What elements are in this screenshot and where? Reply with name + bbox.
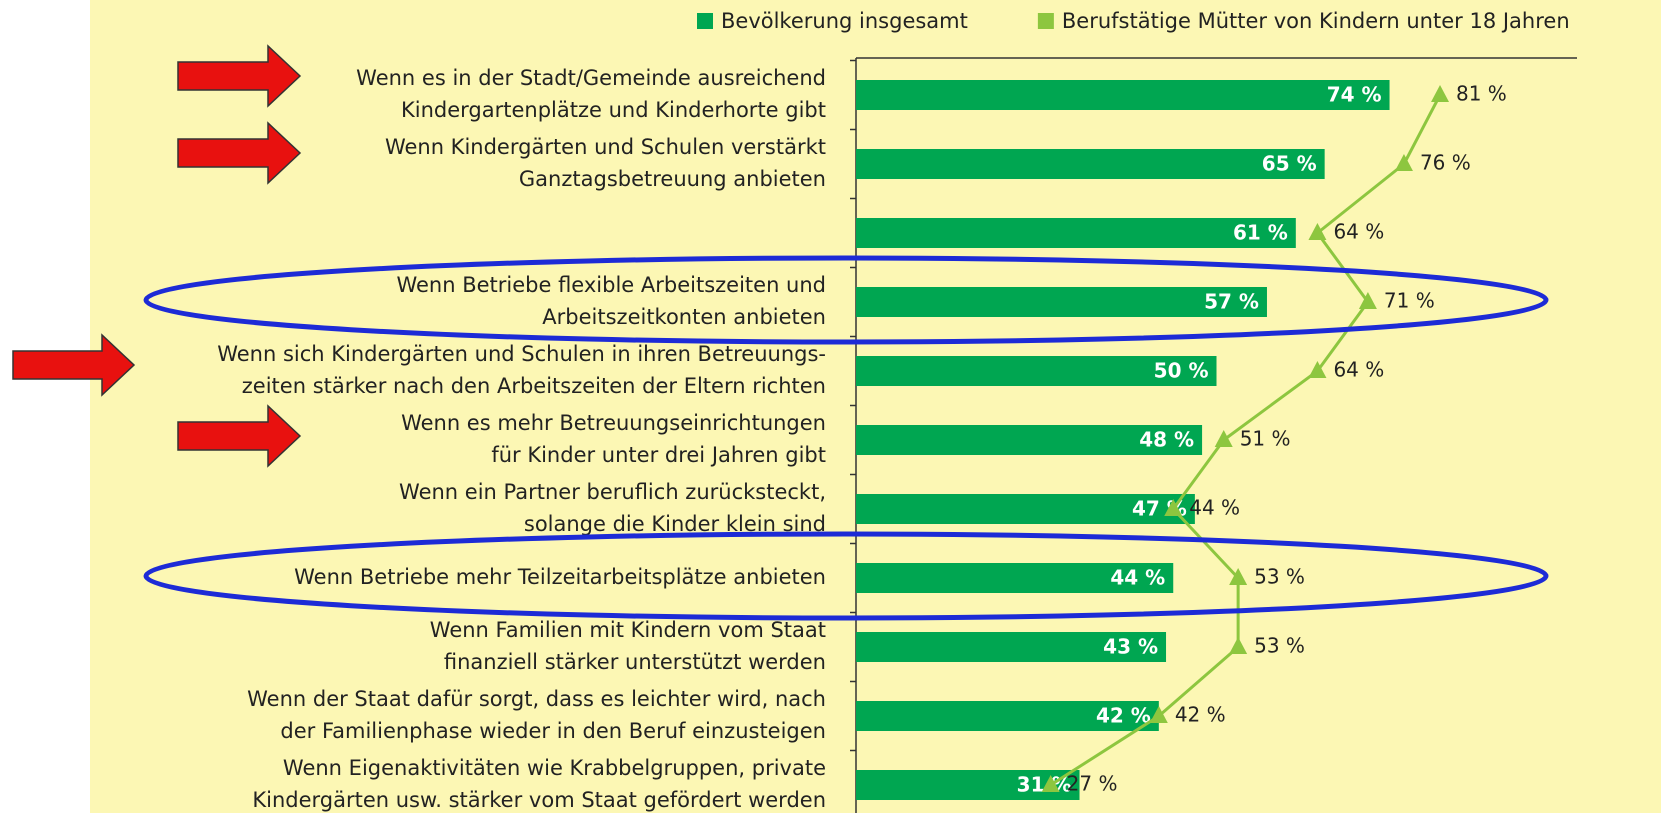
background: [90, 0, 1661, 813]
category-label: Wenn Familien mit Kindern vom Staat: [430, 618, 826, 642]
bar-value-label: 44 %: [1110, 566, 1165, 590]
bar: [856, 149, 1325, 179]
line-value-label: 53 %: [1254, 565, 1305, 589]
category-label: Wenn Eigenaktivitäten wie Krabbelgruppen…: [283, 756, 826, 780]
line-marker: [1229, 637, 1248, 654]
bar: [856, 632, 1167, 662]
bar-value-label: 42 %: [1096, 704, 1151, 728]
bar: [856, 494, 1195, 524]
bar: [856, 356, 1217, 386]
line-marker: [1308, 361, 1327, 378]
bar-value-label: 50 %: [1154, 359, 1209, 383]
line-value-label: 81 %: [1456, 82, 1507, 106]
category-label: zeiten stärker nach den Arbeitszeiten de…: [242, 374, 826, 398]
bar-value-label: 43 %: [1103, 635, 1158, 659]
legend-label: Bevölkerung insgesamt: [721, 9, 968, 33]
line-marker: [1229, 568, 1248, 585]
line-value-label: 51 %: [1240, 427, 1291, 451]
line-marker: [1358, 292, 1377, 309]
category-label: Wenn ein Partner beruflich zurücksteckt,: [399, 480, 826, 504]
line-value-label: 42 %: [1175, 703, 1226, 727]
line-value-label: 71 %: [1384, 289, 1435, 313]
category-label: Wenn Betriebe mehr Teilzeitarbeitsplätze…: [294, 565, 826, 589]
category-label: Ganztagsbetreuung anbieten: [519, 167, 826, 191]
red-arrow: [177, 44, 302, 108]
red-arrow: [12, 333, 136, 397]
line-marker: [1164, 499, 1183, 516]
category-label: Wenn sich Kindergärten und Schulen in ih…: [217, 342, 826, 366]
line-marker: [1394, 154, 1413, 171]
category-label: für Kinder unter drei Jahren gibt: [491, 443, 826, 467]
bar-value-label: 65 %: [1262, 152, 1317, 176]
category-label: Wenn der Staat dafür sorgt, dass es leic…: [247, 687, 826, 711]
category-label: Wenn es mehr Betreuungseinrichtungen: [401, 411, 826, 435]
category-label: der Familienphase wieder in den Beruf ei…: [280, 719, 826, 743]
red-arrow: [177, 121, 302, 185]
line-value-label: 64 %: [1333, 220, 1384, 244]
category-label: Wenn Betriebe flexible Arbeitszeiten und: [396, 273, 826, 297]
category-label: Kindergartenplätze und Kinderhorte gibt: [401, 98, 826, 122]
category-label: Arbeitszeitkonten anbieten: [542, 305, 826, 329]
bar-value-label: 61 %: [1233, 221, 1288, 245]
category-label: finanziell stärker unterstützt werden: [444, 650, 826, 674]
legend-swatch: [697, 13, 713, 29]
legend-label: Berufstätige Mütter von Kindern unter 18…: [1062, 9, 1570, 33]
category-label: Wenn Kindergärten und Schulen verstärkt: [385, 135, 826, 159]
highlight-ellipse: [143, 255, 1549, 345]
line-marker: [1431, 85, 1450, 102]
line-marker: [1041, 775, 1060, 792]
highlight-ellipse: [143, 531, 1549, 621]
annotations: [12, 44, 302, 468]
line-value-label: 53 %: [1254, 634, 1305, 658]
red-arrow: [177, 404, 302, 468]
line-value-label: 44 %: [1189, 496, 1240, 520]
line-value-label: 27 %: [1067, 772, 1118, 796]
line-marker: [1308, 223, 1327, 240]
bar: [856, 770, 1080, 800]
bar: [856, 425, 1203, 455]
bar-value-label: 74 %: [1327, 83, 1382, 107]
bar-value-label: 57 %: [1204, 290, 1259, 314]
bar: [856, 701, 1159, 731]
bar: [856, 80, 1390, 110]
bar-value-label: 48 %: [1139, 428, 1194, 452]
bar: [856, 218, 1296, 248]
category-label: Kindergärten usw. stärker vom Staat gefö…: [252, 788, 826, 812]
category-label: Wenn es in der Stadt/Gemeinde ausreichen…: [356, 66, 826, 90]
line-value-label: 76 %: [1420, 151, 1471, 175]
bar: [856, 287, 1267, 317]
line-value-label: 64 %: [1333, 358, 1384, 382]
bar: [856, 563, 1174, 593]
line-marker: [1214, 430, 1233, 447]
line-marker: [1149, 706, 1168, 723]
legend-swatch: [1037, 13, 1054, 29]
